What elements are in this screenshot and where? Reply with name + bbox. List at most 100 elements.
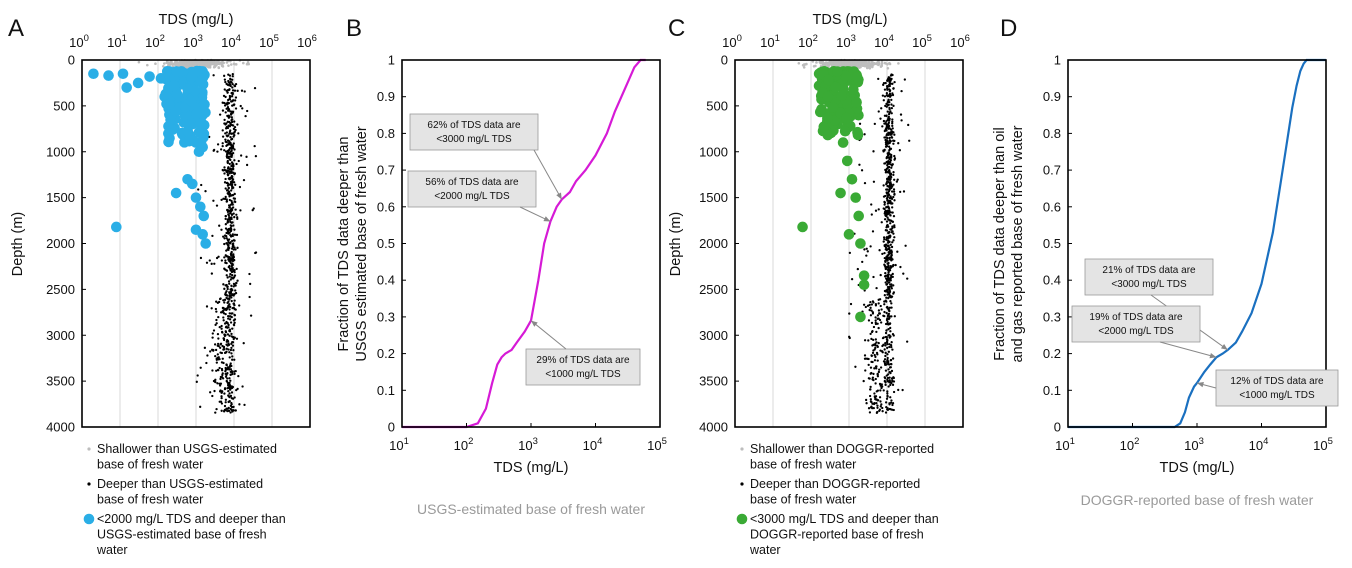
deep-point: [902, 190, 906, 193]
deep-point: [890, 341, 893, 344]
shallow-point: [805, 62, 808, 66]
deep-point: [907, 123, 910, 127]
deep-point: [891, 118, 894, 121]
deep-point: [893, 315, 896, 318]
deep-point: [869, 245, 872, 248]
deep-point: [224, 150, 228, 153]
deep-point: [227, 186, 230, 189]
highlight-point: [841, 155, 853, 167]
y-tick-label: 0.6: [1043, 199, 1061, 214]
deep-point: [236, 246, 239, 249]
deep-point: [863, 133, 866, 136]
y-tick-label: 4000: [699, 420, 728, 435]
deep-point: [885, 177, 889, 181]
deep-point: [893, 192, 896, 196]
shallow-point: [154, 62, 157, 65]
shallow-point: [875, 62, 879, 66]
shallow-point: [842, 60, 845, 63]
deep-point: [888, 185, 891, 188]
deep-point: [889, 366, 892, 369]
deep-point: [227, 394, 230, 398]
deep-point: [884, 143, 888, 146]
deep-point: [883, 263, 886, 266]
deep-point: [869, 388, 872, 391]
deep-point: [229, 123, 233, 126]
deep-point: [233, 131, 236, 134]
deep-point: [887, 225, 890, 228]
deep-point: [883, 348, 886, 351]
deep-point: [884, 141, 888, 144]
shallow-point: [180, 62, 183, 66]
deep-point: [888, 136, 891, 140]
deep-point: [231, 263, 234, 267]
y-tick-label: 1: [1054, 53, 1061, 68]
deep-point: [227, 241, 230, 244]
highlight-point: [117, 68, 129, 80]
deep-point: [230, 284, 233, 287]
deep-point: [892, 408, 895, 412]
deep-point: [229, 362, 232, 365]
deep-point: [886, 194, 889, 197]
panel-letter-a: A: [8, 15, 24, 42]
deep-point: [229, 135, 232, 139]
deep-point: [244, 114, 247, 118]
deep-point: [890, 186, 893, 190]
deep-point: [889, 283, 892, 286]
deep-point: [226, 321, 229, 325]
deep-point: [229, 220, 232, 224]
deep-point: [215, 318, 218, 322]
deep-point: [892, 87, 895, 90]
deep-point: [225, 144, 228, 148]
legend-text-deep: Deeper than DOGGR-reported: [750, 477, 920, 491]
deep-point: [227, 73, 230, 76]
deep-point: [874, 338, 877, 341]
deep-point: [874, 346, 877, 349]
deep-point: [886, 136, 889, 140]
deep-point: [227, 214, 230, 217]
deep-point: [232, 337, 235, 341]
deep-point: [228, 231, 231, 234]
shallow-point: [217, 66, 221, 70]
shallow-point: [194, 63, 198, 66]
deep-point: [232, 255, 235, 258]
deep-point: [223, 88, 226, 91]
deep-point: [195, 380, 198, 383]
annotation-arrowhead: [1220, 343, 1228, 350]
deep-point: [892, 380, 896, 383]
deep-point: [867, 319, 871, 322]
deep-point: [235, 233, 239, 237]
deep-point: [888, 106, 891, 110]
highlight-point: [855, 238, 866, 249]
annotation-text: 12% of TDS data are: [1230, 376, 1324, 387]
y-tick-label: 1000: [699, 144, 728, 159]
deep-point: [227, 342, 230, 345]
deep-point: [228, 74, 232, 77]
deep-point: [228, 312, 231, 315]
deep-point: [854, 365, 857, 368]
deep-point: [230, 251, 233, 254]
deep-point: [230, 402, 233, 406]
deep-point: [886, 188, 889, 191]
deep-point: [864, 369, 867, 372]
deep-point: [867, 363, 870, 367]
deep-point: [217, 255, 220, 258]
deep-point: [228, 308, 231, 311]
deep-point: [232, 253, 235, 256]
deep-point: [877, 326, 880, 330]
deep-point: [878, 298, 882, 301]
deep-point: [237, 374, 240, 378]
legend-symbol-deep: [740, 482, 744, 486]
deep-point: [222, 283, 225, 286]
deep-point: [869, 372, 872, 375]
deep-point: [230, 312, 233, 315]
deep-point: [231, 239, 234, 243]
annotation-text: <2000 mg/L TDS: [434, 191, 510, 202]
deep-point: [220, 375, 224, 379]
shallow-point: [197, 62, 200, 65]
legend-text-highlight: water: [749, 543, 781, 557]
y-tick-label: 500: [53, 98, 75, 113]
deep-point: [877, 302, 880, 305]
annotation-arrowhead: [543, 216, 551, 222]
deep-point: [896, 178, 899, 181]
legend-text-highlight: <2000 mg/L TDS and deeper than: [97, 512, 286, 526]
